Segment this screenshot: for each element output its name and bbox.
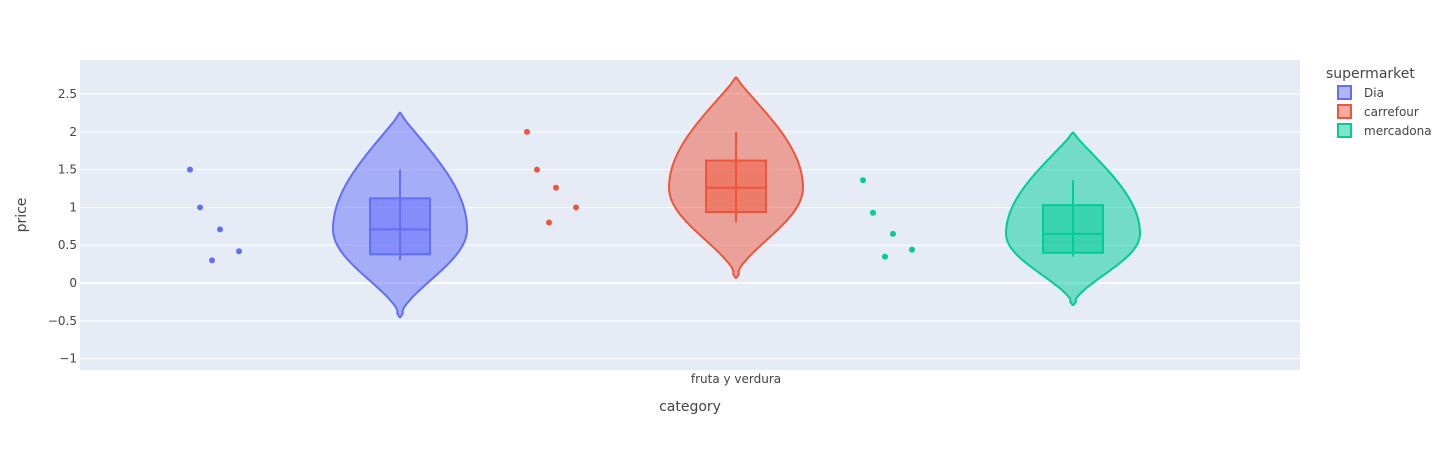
x-axis-ticks: fruta y verdura	[691, 372, 781, 386]
data-point	[890, 230, 896, 237]
x-tick-label: fruta y verdura	[691, 372, 781, 386]
data-point	[882, 253, 888, 260]
violin-trace-mercadona	[860, 131, 1142, 306]
y-tick-label: 0	[69, 276, 77, 290]
legend-item-dia[interactable]: Dia	[1337, 85, 1384, 100]
legend-label: mercadona	[1364, 124, 1432, 138]
data-point	[236, 248, 242, 255]
legend-items[interactable]: Dia carrefour mercadona	[1337, 85, 1432, 138]
legend-title: supermarket	[1326, 66, 1415, 82]
y-tick-label: −0.5	[48, 314, 77, 328]
data-point	[209, 257, 215, 264]
y-tick-label: 1.5	[58, 163, 77, 177]
violin-trace-dia	[187, 111, 469, 319]
legend[interactable]: supermarket Dia carrefour mercadona	[1326, 66, 1432, 138]
legend-label: Dia	[1364, 86, 1384, 100]
y-axis-title: price	[14, 198, 30, 233]
y-tick-label: 1	[69, 200, 77, 214]
legend-swatch	[1337, 123, 1352, 138]
y-tick-label: 2.5	[58, 87, 77, 101]
data-point	[217, 226, 223, 233]
data-point	[187, 166, 193, 173]
violin-traces	[187, 76, 1142, 319]
x-axis-title: category	[659, 399, 721, 415]
y-axis-ticks: −1 −0.5 0 0.5 1 1.5 2 2.5	[48, 87, 77, 366]
legend-swatch	[1337, 85, 1352, 100]
data-point	[534, 166, 540, 173]
box-iqr	[705, 159, 767, 213]
violin-trace-carrefour	[524, 76, 805, 279]
y-tick-label: −1	[59, 352, 77, 366]
y-tick-label: 2	[69, 125, 77, 139]
legend-item-mercadona[interactable]: mercadona	[1337, 123, 1432, 138]
data-point	[524, 128, 530, 135]
data-point	[546, 219, 552, 226]
legend-item-carrefour[interactable]: carrefour	[1337, 104, 1419, 119]
box-iqr	[1042, 204, 1104, 254]
y-tick-label: 0.5	[58, 238, 77, 252]
data-point	[573, 204, 579, 211]
data-point	[909, 246, 915, 253]
data-point	[870, 209, 876, 216]
data-point	[553, 184, 559, 191]
data-point	[860, 177, 866, 184]
legend-label: carrefour	[1364, 105, 1419, 119]
legend-swatch	[1337, 104, 1352, 119]
box-iqr	[369, 197, 431, 256]
data-point	[197, 204, 203, 211]
